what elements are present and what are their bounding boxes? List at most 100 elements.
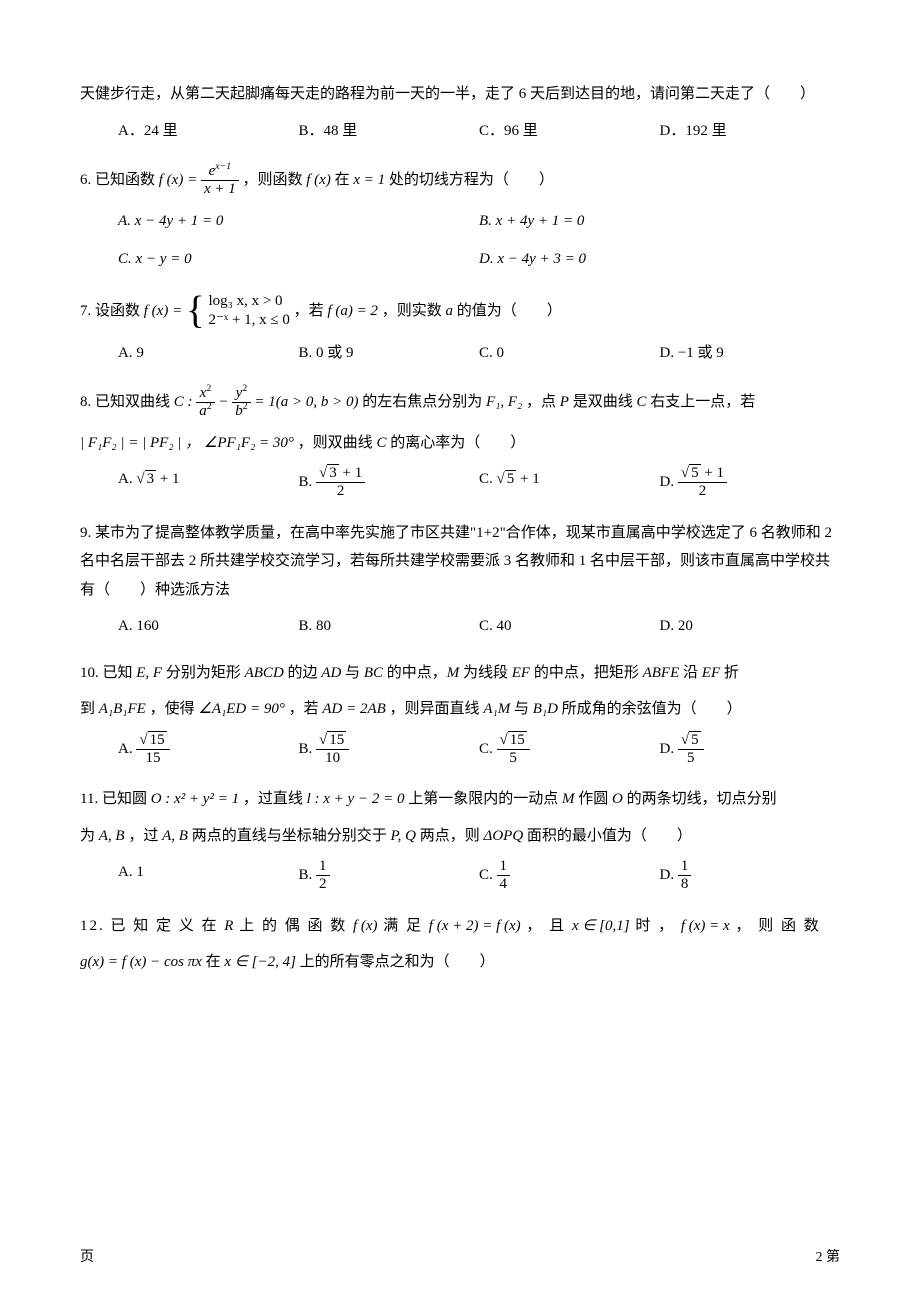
- q7-fx: f (x) =: [144, 302, 186, 318]
- q6: 6. 已知函数 f (x) = ex−1 x + 1 ，则函数 f (x) 在 …: [80, 163, 840, 274]
- q8-line2a: | F₁F₂ | = | PF₂ | ，: [80, 435, 200, 451]
- q6-opt-a: A. x − 4y + 1 = 0: [118, 207, 479, 236]
- q6-stem-a: 6. 已知函数: [80, 172, 159, 188]
- q10-opt-c: C. √155: [479, 732, 660, 768]
- q10-a: 10. 已知: [80, 665, 136, 681]
- q8-stem-c: ，点: [526, 394, 560, 410]
- q8-opt-d: D. √5 + 12: [660, 465, 841, 501]
- q8-text: 8. 已知双曲线 C : x2 a2 − y2 b2 = 1(a > 0, b …: [80, 385, 840, 421]
- q6-options-row2: C. x − y = 0 D. x − 4y + 3 = 0: [80, 245, 840, 274]
- q6-frac: ex−1 x + 1: [201, 163, 239, 199]
- q6-x1: x = 1: [353, 172, 385, 188]
- q8-ang: ∠PF₁F₂ = 30°: [204, 435, 294, 451]
- q7-stem-b: ，若: [294, 302, 328, 318]
- q9-opt-d: D. 20: [660, 612, 841, 641]
- q8: 8. 已知双曲线 C : x2 a2 − y2 b2 = 1(a > 0, b …: [80, 385, 840, 501]
- q12-line2: g(x) = f (x) − cos πx 在 x ∈ [−2, 4] 上的所有…: [80, 948, 840, 977]
- q9-opt-b: B. 80: [299, 612, 480, 641]
- q11: 11. 已知圆 O : x² + y² = 1 ，过直线 l : x + y −…: [80, 785, 840, 894]
- q5-opt-c: C．96 里: [479, 117, 660, 146]
- q10-opt-a: A. √1515: [118, 732, 299, 768]
- q10: 10. 已知 E, F 分别为矩形 ABCD 的边 AD 与 BC 的中点，M …: [80, 659, 840, 768]
- q8-d1: a: [199, 403, 207, 419]
- q6-options-row1: A. x − 4y + 1 = 0 B. x + 4y + 1 = 0: [80, 207, 840, 236]
- page-footer: 页 2 第: [80, 1245, 840, 1272]
- q9-opt-a: A. 160: [118, 612, 299, 641]
- q6-text: 6. 已知函数 f (x) = ex−1 x + 1 ，则函数 f (x) 在 …: [80, 163, 840, 199]
- q7-p1: log₃ x, x > 0: [208, 292, 289, 312]
- q11-line2: 为 A, B ，过 A, B 两点的直线与坐标轴分别交于 P, Q 两点，则 Δ…: [80, 822, 840, 851]
- q7-stem-c: ，则实数: [382, 302, 446, 318]
- q11-opt-b: B. 12: [299, 858, 480, 894]
- q8-opt-c: C. √5 + 1: [479, 465, 660, 501]
- q8-frac2: y2 b2: [232, 385, 250, 421]
- q6-opt-d: D. x − 4y + 3 = 0: [479, 245, 840, 274]
- q7: 7. 设函数 f (x) = { log₃ x, x > 0 2⁻ˣ + 1, …: [80, 292, 840, 368]
- q5-opt-d: D．192 里: [660, 117, 841, 146]
- q7-brace: {: [186, 294, 205, 327]
- q12-text: 12. 已 知 定 义 在 R 上 的 偶 函 数 f (x) 满 足 f (x…: [80, 912, 840, 941]
- q9-options: A. 160 B. 80 C. 40 D. 20: [80, 612, 840, 641]
- q11-opt-c: C. 14: [479, 858, 660, 894]
- q8-C2: C: [636, 394, 646, 410]
- q8-opt-b: B. √3 + 12: [299, 465, 480, 501]
- q12: 12. 已 知 定 义 在 R 上 的 偶 函 数 f (x) 满 足 f (x…: [80, 912, 840, 977]
- q7-opt-c: C. 0: [479, 339, 660, 368]
- q8-stem-a: 8. 已知双曲线: [80, 394, 174, 410]
- q7-piece: log₃ x, x > 0 2⁻ˣ + 1, x ≤ 0: [208, 292, 289, 331]
- q8-F: F₁, F₂: [486, 394, 522, 410]
- q9: 9. 某市为了提高整体教学质量，在高中率先实施了市区共建"1+2"合作体，现某市…: [80, 519, 840, 641]
- q7-opt-a: A. 9: [118, 339, 299, 368]
- q7-opt-d: D. −1 或 9: [660, 339, 841, 368]
- q8-opt-a: A. √3 + 1: [118, 465, 299, 501]
- q7-text: 7. 设函数 f (x) = { log₃ x, x > 0 2⁻ˣ + 1, …: [80, 292, 840, 331]
- q6-stem-c: 在: [335, 172, 354, 188]
- q7-opt-b: B. 0 或 9: [299, 339, 480, 368]
- q7-stem-d: 的值为（ ）: [457, 302, 562, 318]
- footer-right: 2 第: [816, 1245, 841, 1272]
- q7-stem-a: 7. 设函数: [80, 302, 144, 318]
- q5-options: A．24 里 B．48 里 C．96 里 D．192 里: [80, 117, 840, 146]
- q6-fx: f (x) =: [159, 172, 201, 188]
- q5-text: 天健步行走，从第二天起脚痛每天走的路程为前一天的一半，走了 6 天后到达目的地，…: [80, 80, 840, 109]
- q5: 天健步行走，从第二天起脚痛每天走的路程为前一天的一半，走了 6 天后到达目的地，…: [80, 80, 840, 145]
- q8-frac1: x2 a2: [196, 385, 214, 421]
- q7-options: A. 9 B. 0 或 9 C. 0 D. −1 或 9: [80, 339, 840, 368]
- q8-stem-b: 的左右焦点分别为: [362, 394, 486, 410]
- q8-P: P: [560, 394, 569, 410]
- q11-options: A. 1 B. 12 C. 14 D. 18: [80, 858, 840, 894]
- q8-stem-e: 右支上一点，若: [650, 394, 755, 410]
- q10-opt-b: B. √1510: [299, 732, 480, 768]
- q8-stem-d: 是双曲线: [573, 394, 637, 410]
- q6-stem-b: ，则函数: [242, 172, 306, 188]
- q8-options: A. √3 + 1 B. √3 + 12 C. √5 + 1 D. √5 + 1…: [80, 465, 840, 501]
- q8-C: C :: [174, 394, 197, 410]
- q11-text: 11. 已知圆 O : x² + y² = 1 ，过直线 l : x + y −…: [80, 785, 840, 814]
- q6-fx2: f (x): [306, 172, 331, 188]
- q9-text: 9. 某市为了提高整体教学质量，在高中率先实施了市区共建"1+2"合作体，现某市…: [80, 519, 840, 605]
- q6-opt-c: C. x − y = 0: [118, 245, 479, 274]
- q8-line2b: ，则双曲线: [298, 435, 377, 451]
- q7-fa: f (a) = 2: [327, 302, 378, 318]
- q5-opt-b: B．48 里: [299, 117, 480, 146]
- q6-frac-sup: x−1: [215, 161, 231, 172]
- q5-opt-a: A．24 里: [118, 117, 299, 146]
- q8-line2c: 的离心率为（ ）: [390, 435, 525, 451]
- q6-stem-d: 处的切线方程为（ ）: [389, 172, 554, 188]
- q9-opt-c: C. 40: [479, 612, 660, 641]
- q6-frac-den: x + 1: [201, 181, 239, 198]
- q8-line2: | F₁F₂ | = | PF₂ | ， ∠PF₁F₂ = 30° ，则双曲线 …: [80, 429, 840, 458]
- q10-line2: 到 A₁B₁FE ，使得 ∠A₁ED = 90° ，若 AD = 2AB ，则异…: [80, 695, 840, 724]
- footer-left: 页: [80, 1245, 94, 1272]
- q7-av: a: [445, 302, 453, 318]
- q8-C3: C: [376, 435, 386, 451]
- q7-p2: 2⁻ˣ + 1, x ≤ 0: [208, 311, 289, 331]
- q8-eq: = 1(a > 0, b > 0): [254, 394, 358, 410]
- q6-opt-b: B. x + 4y + 1 = 0: [479, 207, 840, 236]
- q10-opt-d: D. √55: [660, 732, 841, 768]
- q10-text: 10. 已知 E, F 分别为矩形 ABCD 的边 AD 与 BC 的中点，M …: [80, 659, 840, 688]
- q10-options: A. √1515 B. √1510 C. √155 D. √55: [80, 732, 840, 768]
- q11-opt-d: D. 18: [660, 858, 841, 894]
- q11-opt-a: A. 1: [118, 858, 299, 894]
- q8-d2: b: [235, 403, 243, 419]
